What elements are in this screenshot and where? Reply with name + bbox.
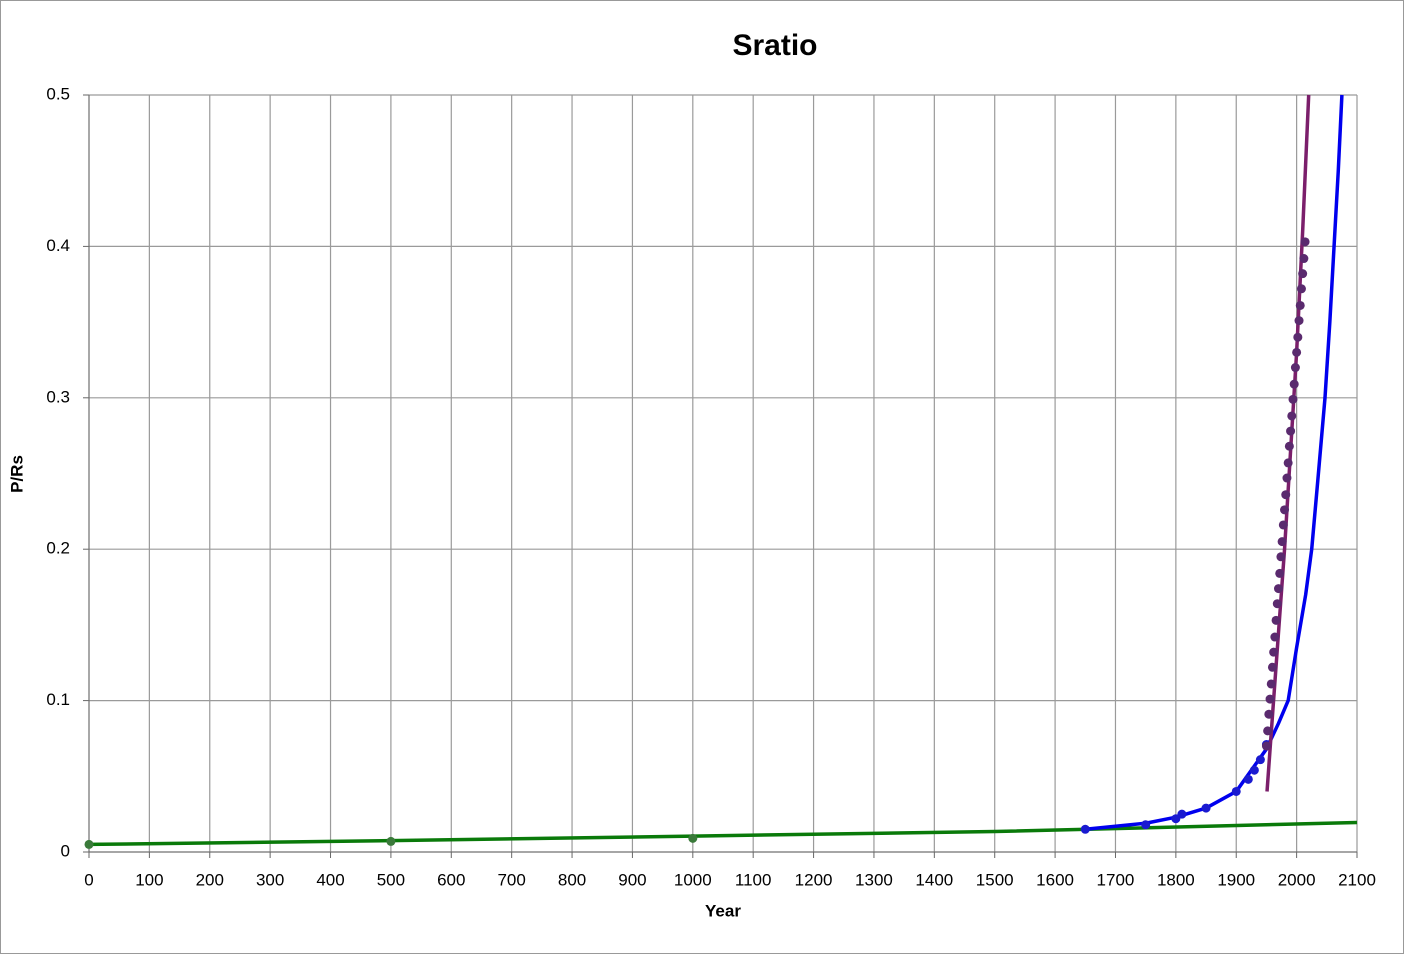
x-axis-label: Year [705, 901, 741, 920]
data-point [1177, 809, 1187, 819]
y-tick-label: 0.4 [46, 236, 70, 255]
data-point [1294, 316, 1304, 326]
data-point [1281, 490, 1291, 500]
x-tick-label: 2100 [1338, 870, 1376, 889]
x-tick-label: 600 [437, 870, 465, 889]
x-tick-label: 1600 [1036, 870, 1074, 889]
data-point [1272, 599, 1282, 609]
x-tick-label: 1300 [855, 870, 893, 889]
x-tick-label: 1900 [1217, 870, 1255, 889]
x-tick-label: 1500 [976, 870, 1014, 889]
data-point [1298, 269, 1308, 279]
data-point [1280, 505, 1290, 515]
data-point [1274, 584, 1284, 594]
y-tick-label: 0.2 [46, 539, 70, 558]
y-axis-label: P/Rs [7, 455, 26, 493]
data-point [1201, 803, 1211, 813]
x-tick-label: 1200 [795, 870, 833, 889]
data-point [1295, 300, 1305, 310]
data-point [1283, 458, 1293, 468]
x-tick-label: 2000 [1278, 870, 1316, 889]
data-point [1287, 411, 1297, 421]
x-tick-label: 400 [316, 870, 344, 889]
data-point [1282, 473, 1292, 483]
data-point [1299, 254, 1309, 264]
data-point [1267, 662, 1277, 672]
series-line [1085, 94, 1344, 832]
data-point [1080, 824, 1090, 834]
x-tick-label: 1800 [1157, 870, 1195, 889]
y-tick-label: 0.5 [46, 84, 70, 103]
data-point [688, 833, 698, 843]
x-tick-label: 1700 [1097, 870, 1135, 889]
data-point [1275, 568, 1285, 578]
data-point [1231, 786, 1241, 796]
series-line [1265, 94, 1311, 792]
data-point [1266, 679, 1276, 689]
x-tick-label: 300 [256, 870, 284, 889]
data-point [1249, 765, 1259, 775]
data-point [1292, 347, 1302, 357]
y-tick-label: 0 [61, 841, 70, 860]
x-tick-label: 200 [196, 870, 224, 889]
data-point [1265, 694, 1275, 704]
data-point [1255, 755, 1265, 765]
data-point [1278, 520, 1288, 530]
data-point [1300, 237, 1310, 247]
data-point [1293, 332, 1303, 342]
data-point [1263, 726, 1273, 736]
data-point [1286, 426, 1296, 436]
data-point [1261, 741, 1271, 751]
data-point [84, 839, 94, 849]
x-tick-label: 500 [377, 870, 405, 889]
data-point [1277, 537, 1287, 547]
y-tick-label: 0.1 [46, 690, 70, 709]
data-point [1264, 709, 1274, 719]
data-point [1288, 394, 1298, 404]
x-tick-label: 100 [135, 870, 163, 889]
data-point [1289, 379, 1299, 389]
data-point [1271, 615, 1281, 625]
x-tick-label: 1000 [674, 870, 712, 889]
chart-title: Sratio [732, 29, 817, 62]
x-tick-label: 800 [558, 870, 586, 889]
data-point [1141, 820, 1151, 830]
data-point [1269, 647, 1279, 657]
data-point [1284, 441, 1294, 451]
x-tick-label: 700 [497, 870, 525, 889]
data-point [386, 836, 396, 846]
y-tick-label: 0.3 [46, 387, 70, 406]
data-point [1243, 774, 1253, 784]
data-point [1276, 552, 1286, 562]
x-tick-label: 1100 [735, 870, 772, 889]
x-tick-label: 1400 [915, 870, 953, 889]
x-tick-label: 900 [618, 870, 646, 889]
x-tick-label: 0 [84, 870, 93, 889]
data-point [1296, 284, 1306, 294]
data-point [1270, 632, 1280, 642]
data-point [1290, 363, 1300, 373]
